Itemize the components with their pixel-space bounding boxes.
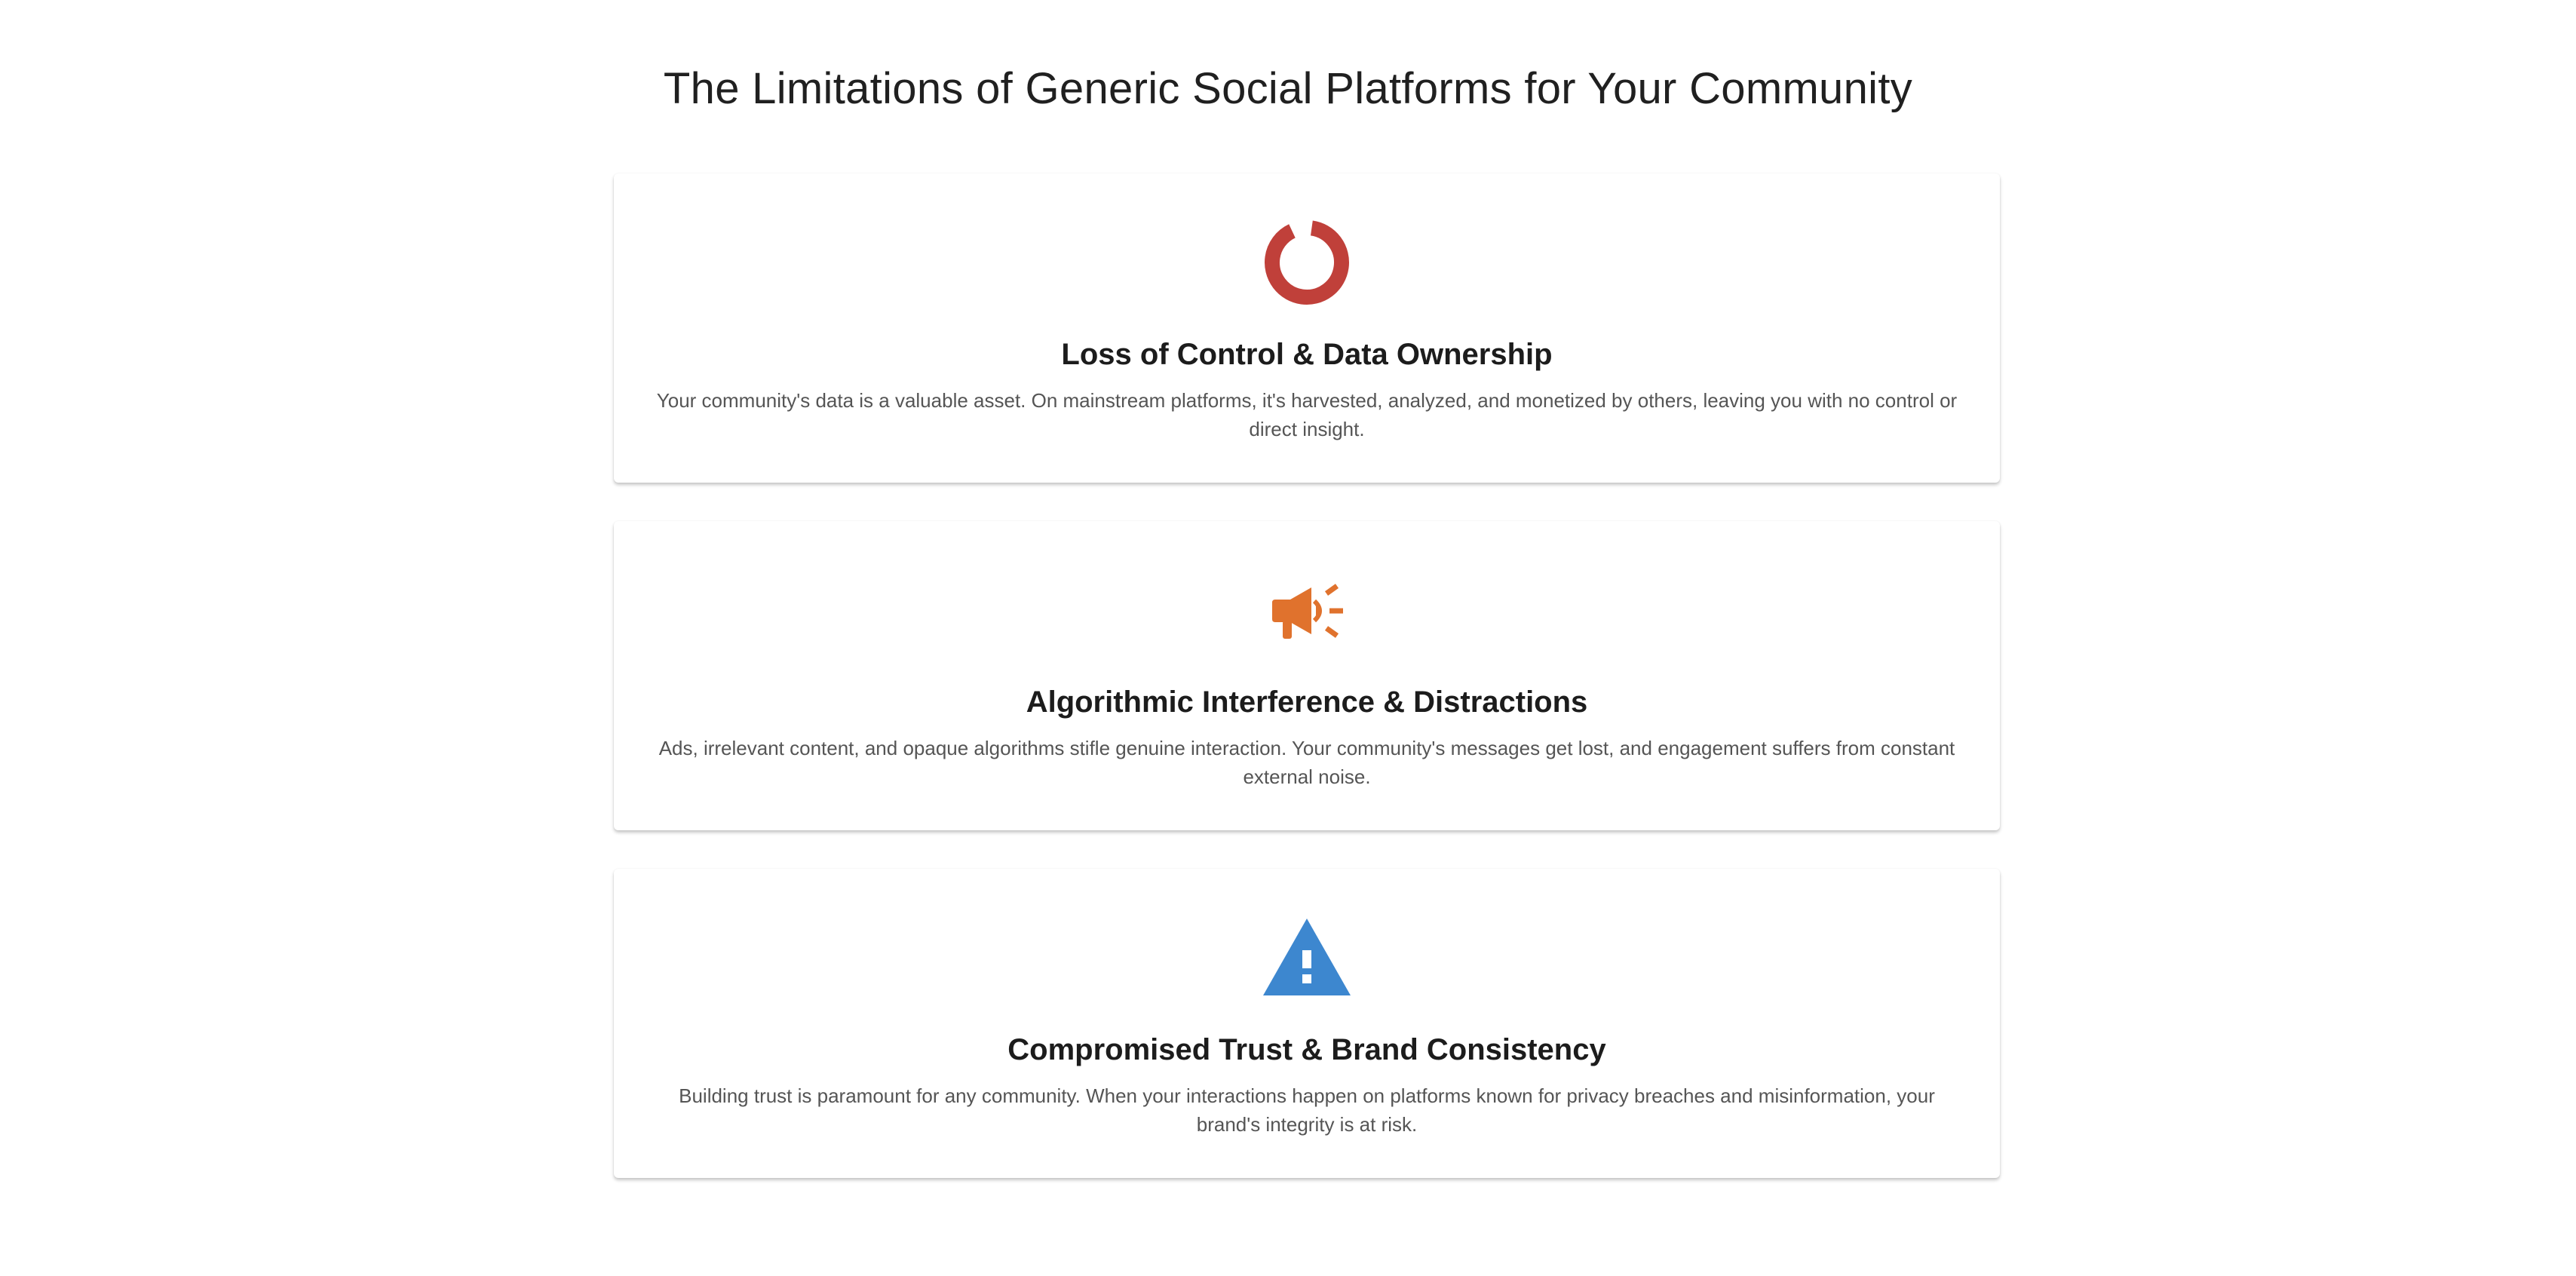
card-algorithmic-interference: Algorithmic Interference & Distractions … <box>614 521 2000 830</box>
card-description: Building trust is paramount for any comm… <box>679 1084 1935 1136</box>
megaphone-icon <box>1262 565 1352 655</box>
card-title: Compromised Trust & Brand Consistency <box>1007 1033 1606 1066</box>
card-description: Your community's data is a valuable asse… <box>656 389 1958 440</box>
card-description: Ads, irrelevant content, and opaque algo… <box>658 737 1955 788</box>
warning-triangle-icon <box>1262 913 1352 1003</box>
card-data-ownership: Loss of Control & Data Ownership Your co… <box>614 173 2000 483</box>
card-title: Loss of Control & Data Ownership <box>1061 338 1553 371</box>
card-trust-brand: Compromised Trust & Brand Consistency Bu… <box>614 869 2000 1178</box>
card-title: Algorithmic Interference & Distractions <box>1026 686 1588 719</box>
donut-ring-icon <box>1262 217 1352 308</box>
page-title: The Limitations of Generic Social Platfo… <box>663 64 1913 113</box>
